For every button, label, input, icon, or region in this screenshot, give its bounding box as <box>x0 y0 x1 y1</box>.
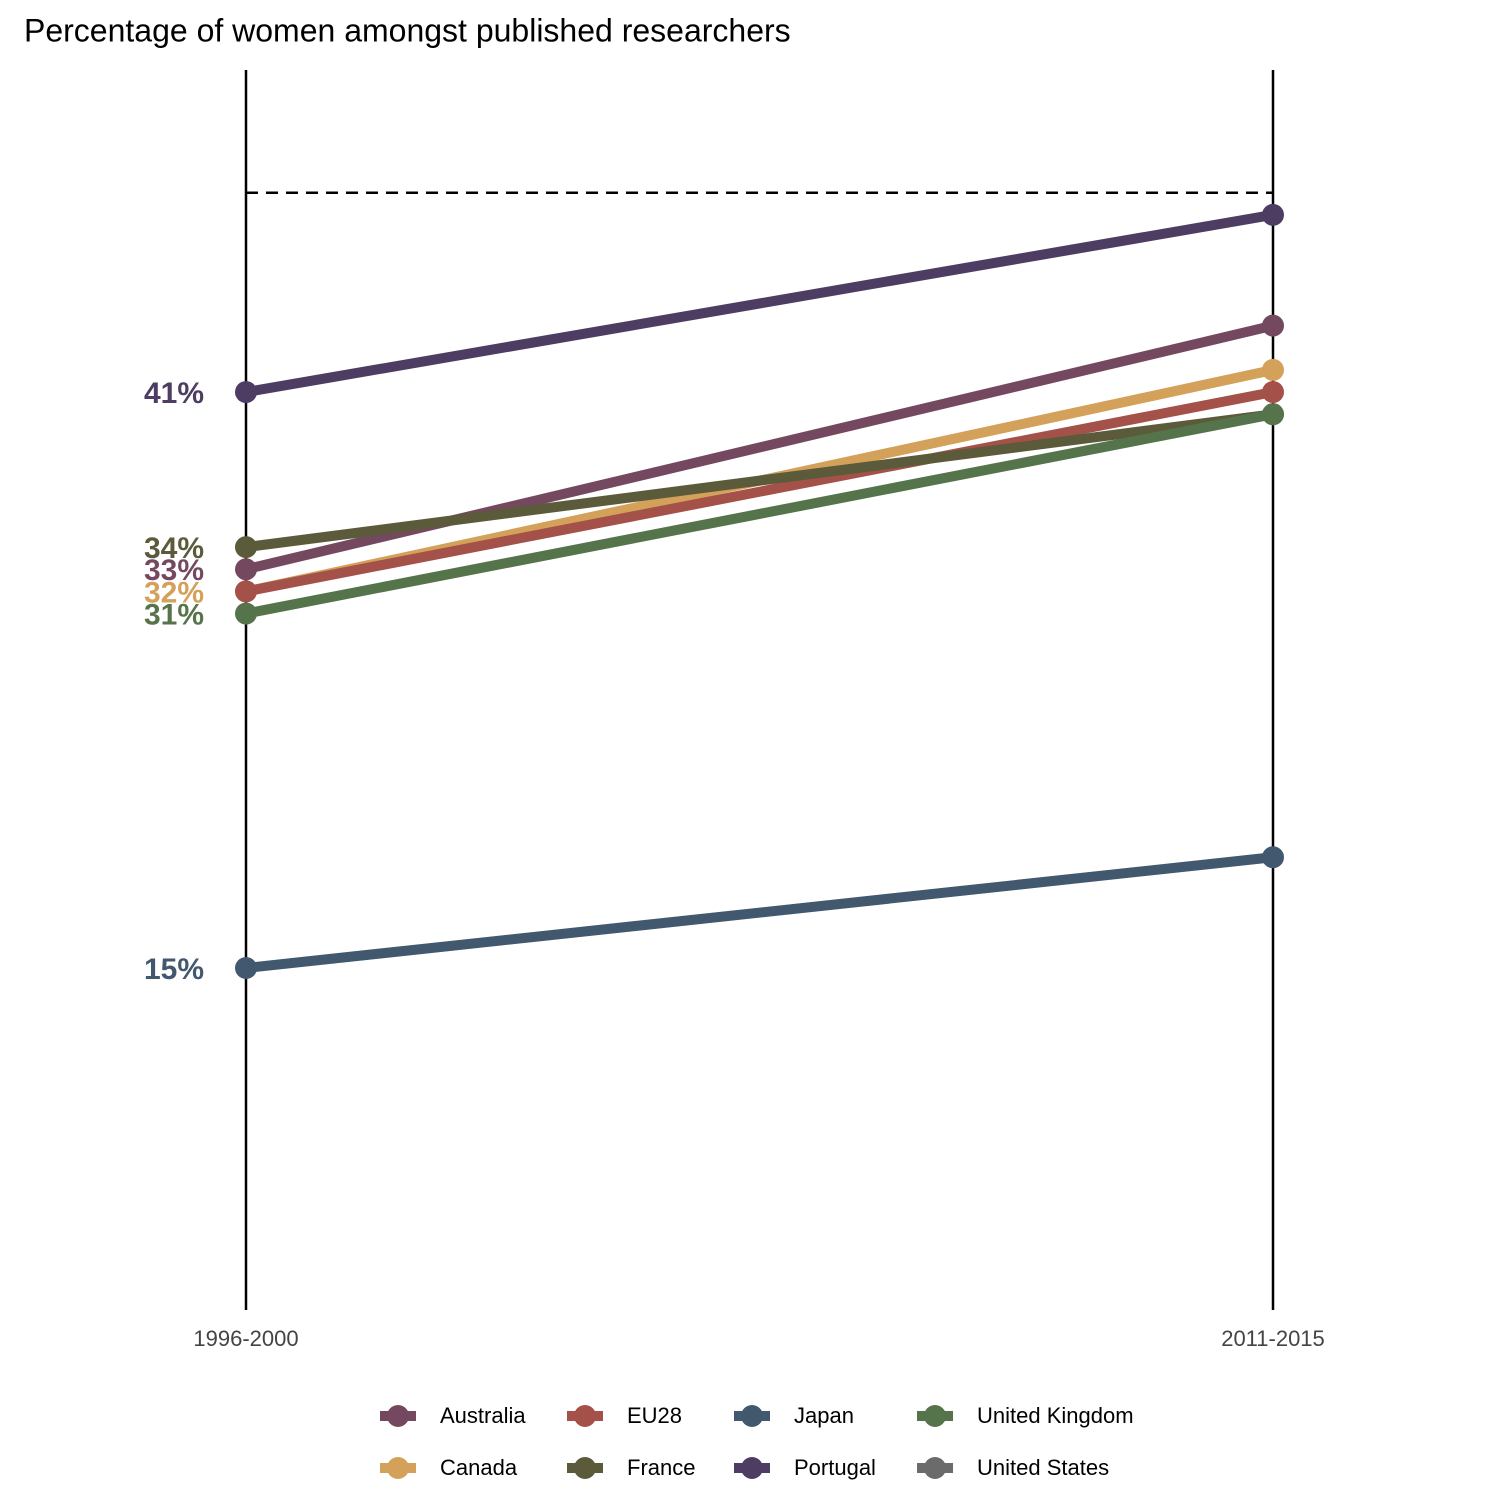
legend-label: United Kingdom <box>977 1403 1134 1428</box>
legend-label: Portugal <box>794 1455 876 1480</box>
value-label: 34% <box>144 532 204 565</box>
data-point <box>1262 381 1284 404</box>
value-label: 33% <box>144 554 204 587</box>
data-point <box>235 381 257 404</box>
legend-label: Australia <box>440 1403 526 1428</box>
x-tick-label: 2011-2015 <box>1221 1326 1325 1351</box>
legend-key-dot <box>924 1405 946 1427</box>
value-label: 41% <box>144 377 204 410</box>
legend-label: France <box>627 1455 695 1480</box>
legend-key-dot <box>924 1457 946 1479</box>
data-point <box>1262 358 1284 381</box>
series-line <box>241 209 1278 398</box>
legend-key-dot <box>574 1405 596 1427</box>
chart-title: Percentage of women amongst published re… <box>24 12 791 48</box>
legend-label: EU28 <box>627 1403 682 1428</box>
series-line <box>241 852 1278 973</box>
data-point <box>235 536 257 559</box>
legend-label: Japan <box>794 1403 854 1428</box>
data-point <box>235 956 257 979</box>
series-line <box>241 387 1278 597</box>
series-line <box>241 409 1278 619</box>
value-label: 15% <box>144 953 204 986</box>
data-point <box>1262 403 1284 426</box>
data-point <box>1262 846 1284 869</box>
x-tick-label: 1996-2000 <box>193 1326 298 1351</box>
legend-label: United States <box>977 1455 1109 1480</box>
legend-label: Canada <box>440 1455 518 1480</box>
data-point <box>1262 314 1284 337</box>
data-point <box>235 580 257 603</box>
legend-key-dot <box>574 1457 596 1479</box>
data-point <box>235 558 257 581</box>
data-point <box>1262 203 1284 226</box>
legend-key-dot <box>387 1457 409 1479</box>
legend-key-dot <box>741 1405 763 1427</box>
value-label: 31% <box>144 599 204 632</box>
data-point <box>235 602 257 625</box>
series-line <box>241 409 1278 553</box>
legend-key-dot <box>741 1457 763 1479</box>
legend-key-dot <box>387 1405 409 1427</box>
value-label: 32% <box>144 576 204 609</box>
